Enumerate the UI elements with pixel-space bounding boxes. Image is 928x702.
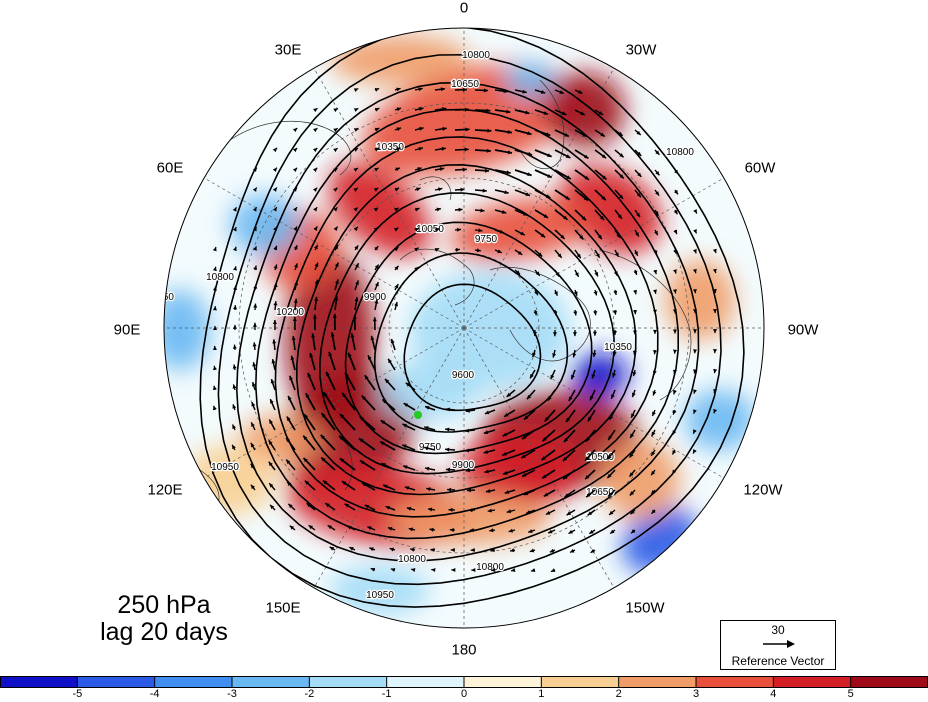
svg-text:10200: 10200 xyxy=(276,307,304,318)
lon-label-30e: 30E xyxy=(274,41,302,59)
graticule xyxy=(164,28,764,628)
lon-label-150w: 150W xyxy=(625,599,665,617)
colorbar-segment xyxy=(850,676,928,688)
lon-label-120e: 120E xyxy=(147,481,183,499)
svg-text:10950: 10950 xyxy=(211,462,239,473)
colorbar-segment xyxy=(386,676,465,688)
svg-text:10800: 10800 xyxy=(476,562,504,573)
colorbar-segment xyxy=(77,676,156,688)
reference-vector-magnitude: 30 xyxy=(771,623,785,637)
colorbar-segment xyxy=(696,676,774,688)
wind-vectors xyxy=(212,87,718,573)
map-boundary xyxy=(163,27,765,629)
colorbar-segment xyxy=(0,676,78,688)
colorbar-tick-label: -3 xyxy=(227,688,237,700)
svg-text:10800: 10800 xyxy=(398,554,426,565)
plot-title-lag: lag 20 days xyxy=(100,618,228,646)
colorbar-tick-label: 0 xyxy=(460,688,468,700)
svg-text:10350: 10350 xyxy=(376,142,404,153)
svg-text:10800: 10800 xyxy=(666,147,694,158)
colorbar-tick-label: -2 xyxy=(304,688,315,700)
colorbar-segment xyxy=(618,676,697,688)
colorbar-tick-label: 5 xyxy=(847,688,854,700)
svg-text:10800: 10800 xyxy=(206,272,234,283)
geopotential-height-contours xyxy=(199,28,745,608)
svg-text:9600: 9600 xyxy=(452,370,475,381)
colorbar-segment xyxy=(541,676,620,688)
svg-text:10500: 10500 xyxy=(586,452,614,463)
lon-label-180: 180 xyxy=(451,641,477,659)
svg-text:10650: 10650 xyxy=(451,79,479,90)
svg-text:10650: 10650 xyxy=(586,487,614,498)
colorbar-segment xyxy=(232,676,310,688)
colorbar-segment xyxy=(309,676,388,688)
coastlines xyxy=(199,79,692,511)
lon-label-0: 0 xyxy=(459,0,469,17)
plot-title: 250 hPa lag 20 days xyxy=(74,592,254,646)
svg-text:9750: 9750 xyxy=(419,442,442,453)
svg-text:10350: 10350 xyxy=(604,342,632,353)
colorbar-tick-label: 2 xyxy=(615,688,622,700)
lon-label-150e: 150E xyxy=(265,599,301,617)
reference-vector-label: Reference Vector xyxy=(731,654,825,668)
plot-title-level: 250 hPa xyxy=(117,591,211,619)
colorbar-tick-label: -5 xyxy=(72,688,83,700)
svg-text:10950: 10950 xyxy=(366,590,394,601)
svg-text:10800: 10800 xyxy=(462,50,490,61)
lon-label-60e: 60E xyxy=(156,159,184,177)
reference-arrow-icon xyxy=(763,640,795,648)
lon-label-30w: 30W xyxy=(625,41,657,59)
colorbar-segment xyxy=(464,676,542,688)
colorbar-segment xyxy=(773,676,852,688)
lon-label-120w: 120W xyxy=(743,481,783,499)
colorbar-segment xyxy=(154,676,233,688)
reference-vector-box: 30 Reference Vector xyxy=(720,620,836,670)
polar-stereographic-map: 9600 9750 9750 9900 9900 10050 10200 10350 10350… xyxy=(146,27,765,629)
contour-labels: 9600 9750 9750 9900 9900 10050 10200 10350 10350… xyxy=(146,49,696,603)
colorbar-tick-label: -4 xyxy=(149,688,160,700)
svg-text:9750: 9750 xyxy=(475,234,498,245)
lon-label-90e: 90E xyxy=(113,321,141,339)
colorbar-tick-label: 4 xyxy=(770,688,777,700)
colorbar-tick-label: -1 xyxy=(381,688,392,700)
svg-text:9900: 9900 xyxy=(452,460,475,471)
colorbar xyxy=(0,676,928,688)
colorbar-tick-label: 1 xyxy=(538,688,545,700)
svg-text:10050: 10050 xyxy=(416,224,444,235)
lon-label-60w: 60W xyxy=(744,159,776,177)
svg-text:10950: 10950 xyxy=(146,292,174,303)
location-marker xyxy=(414,411,422,419)
colorbar-tick-label: 3 xyxy=(692,688,700,700)
svg-text:9900: 9900 xyxy=(364,292,387,303)
lon-label-90w: 90W xyxy=(787,321,819,339)
